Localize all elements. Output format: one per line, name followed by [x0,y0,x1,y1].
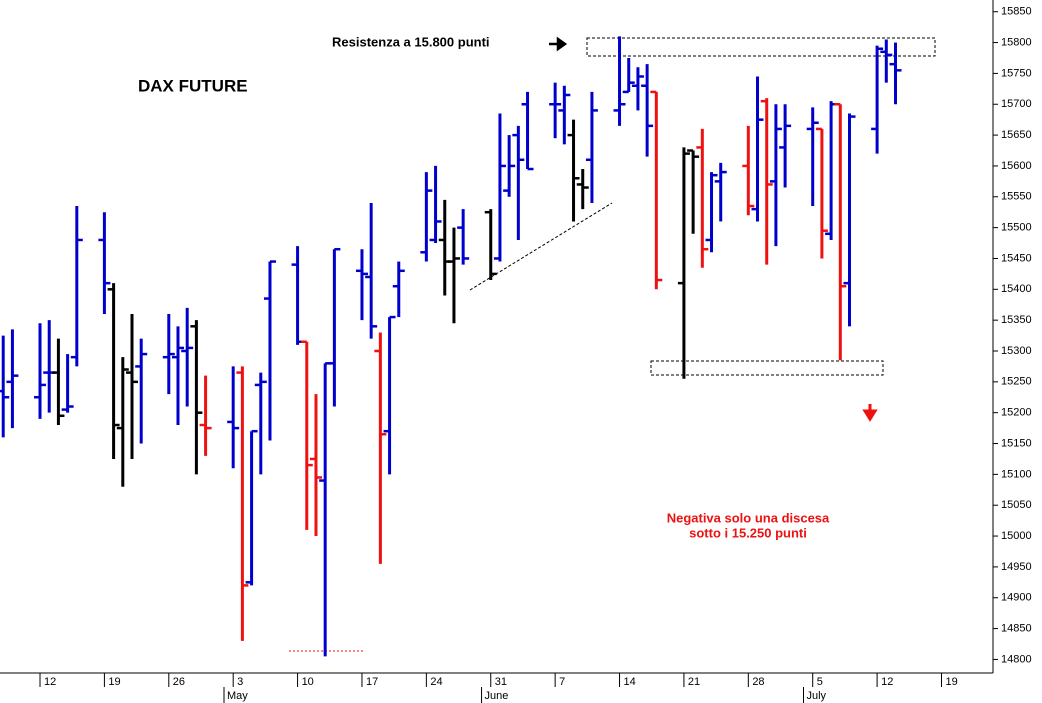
y-tick-label: 15550 [1001,191,1032,203]
annotation: sotto i 15.250 punti [689,525,807,540]
month-label: June [485,690,509,702]
y-tick-label: 15600 [1001,160,1032,172]
y-tick-label: 14950 [1001,561,1032,573]
annotation: Negativa solo una discesa [667,510,830,525]
y-tick-label: 15200 [1001,407,1032,419]
y-tick-label: 14900 [1001,592,1032,604]
y-tick-label: 15150 [1001,437,1032,449]
x-tick-label: 26 [173,676,185,688]
y-tick-label: 15300 [1001,345,1032,357]
month-label: July [807,690,827,702]
chart-title: DAX FUTURE [138,76,248,95]
x-tick-label: 21 [688,676,700,688]
month-label: May [227,690,248,702]
x-tick-label: 19 [108,676,120,688]
y-tick-label: 15500 [1001,222,1032,234]
arrow [862,404,878,422]
trend-line [469,202,613,291]
x-tick-label: 17 [366,676,378,688]
x-tick-label: 7 [559,676,565,688]
y-tick-label: 15400 [1001,283,1032,295]
x-tick-label: 3 [237,676,243,688]
arrow [549,36,568,52]
y-tick-label: 15800 [1001,36,1032,48]
x-tick-label: 31 [495,676,507,688]
y-tick-label: 15850 [1001,6,1032,18]
y-tick-label: 15000 [1001,530,1032,542]
x-tick-label: 10 [302,676,314,688]
y-tick-label: 15350 [1001,314,1032,326]
x-tick-label: 5 [817,676,823,688]
y-tick-label: 14850 [1001,622,1032,634]
y-tick-label: 15250 [1001,376,1032,388]
y-tick-label: 14800 [1001,653,1032,665]
x-tick-label: 19 [945,676,957,688]
y-tick-label: 15100 [1001,468,1032,480]
x-tick-label: 14 [624,676,636,688]
y-tick-label: 15650 [1001,129,1032,141]
x-tick-label: 24 [430,676,442,688]
x-tick-label: 12 [44,676,56,688]
plot-area [0,0,993,673]
x-tick-label: 12 [881,676,893,688]
y-tick-label: 15050 [1001,499,1032,511]
y-tick-label: 15450 [1001,252,1032,264]
resistance-box [586,37,936,57]
x-tick-label: 28 [752,676,764,688]
support-box [650,360,884,376]
y-tick-label: 15750 [1001,67,1032,79]
annotation: Resistenza a 15.800 punti [332,34,490,49]
y-tick-label: 15700 [1001,98,1032,110]
